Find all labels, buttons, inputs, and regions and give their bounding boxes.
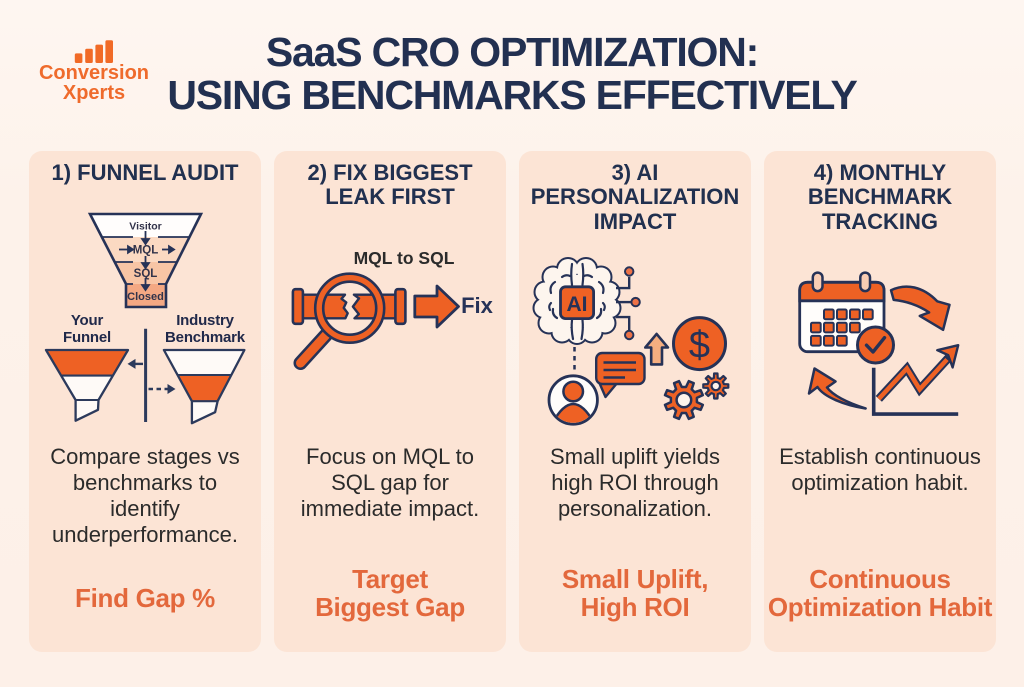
svg-text:MQL: MQL bbox=[133, 245, 159, 257]
svg-text:Visitor: Visitor bbox=[129, 221, 161, 233]
svg-text:SQL: SQL bbox=[134, 268, 158, 280]
svg-text:Fix: Fix bbox=[461, 293, 494, 318]
svg-text:AI: AI bbox=[567, 293, 588, 316]
svg-text:Closed: Closed bbox=[127, 291, 164, 303]
svg-text:$: $ bbox=[689, 325, 710, 367]
